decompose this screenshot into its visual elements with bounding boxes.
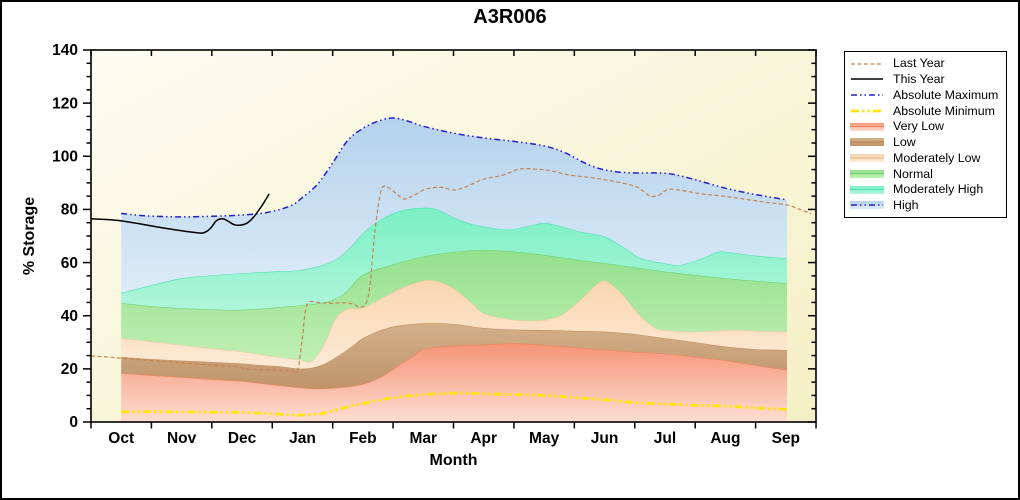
legend-box: Last Year This Year Absolute Maximum Absolu… [844,51,1007,218]
y-axis-labels: 0 20 40 60 80 100 120 140 [52,42,78,431]
legend-swatch-moderately-high [850,184,884,196]
month-label: Mar [410,430,438,447]
legend-swatch-very-low [850,121,884,133]
legend-label: High [893,198,919,213]
legend-label: Normal [893,166,933,181]
legend-swatch-high [850,199,884,211]
legend-label: Absolute Maximum [893,87,999,102]
legend-item: Absolute Minimum [850,103,1004,118]
month-label: Dec [228,430,257,447]
series-lines [90,117,812,417]
legend-label: Moderately High [893,182,984,197]
x-axis-labels: Oct Nov Dec Jan Feb Mar Apr May Jun Jul Aug Sep [108,430,800,447]
legend-item: Moderately Low [850,150,1004,165]
legend-label: Very Low [893,119,944,134]
legend-swatch-moderately-low [850,152,884,164]
legend-item: Very Low [850,119,1004,134]
legend-label: This Year [893,72,945,87]
y-tick-label: 60 [61,255,78,272]
legend-swatch-this-year [850,73,884,85]
legend-item: Last Year [850,56,1004,71]
month-label: Feb [349,430,377,447]
band-moderately-high [121,207,788,310]
legend-item: Absolute Maximum [850,87,1004,102]
month-label: Sep [772,430,800,447]
y-tick-label: 20 [61,361,78,378]
legend-item: Normal [850,166,1004,181]
y-axis-ticks [83,49,816,423]
legend-item: This Year [850,72,1004,87]
legend-item: Moderately High [850,182,1004,197]
y-tick-label: 0 [69,414,78,431]
line-absolute-minimum [121,391,788,417]
band-moderately-low [121,280,788,369]
month-label: Nov [167,430,197,447]
x-axis-ticks [90,50,817,429]
y-tick-label: 80 [61,202,78,219]
band-low [121,323,788,389]
line-absolute-maximum [121,117,788,218]
month-label: Apr [470,430,497,447]
legend-swatch-last-year [850,58,884,70]
line-this-year [90,193,270,234]
x-axis-title: Month [429,452,478,469]
legend-item: Low [850,135,1004,150]
legend-label: Last Year [893,56,945,71]
month-label: Oct [108,430,134,447]
legend-swatch-absolute-minimum [850,105,884,117]
band-normal [121,249,788,363]
legend-swatch-low [850,136,884,148]
y-tick-label: 40 [61,308,78,325]
chart-title: A3R006 [473,6,547,28]
percentile-bands [121,118,788,422]
band-high [121,118,788,294]
legend-label: Moderately Low [893,150,981,165]
y-tick-label: 120 [52,95,78,112]
legend-label: Absolute Minimum [893,103,995,118]
month-label: May [529,430,560,447]
line-last-year [90,168,812,374]
month-label: Jan [289,430,316,447]
month-label: Jun [591,430,619,447]
legend-label: Low [893,135,916,150]
month-label: Jul [654,430,676,447]
legend-swatch-normal [850,168,884,180]
legend-swatch-absolute-maximum [850,89,884,101]
y-tick-label: 140 [52,42,78,59]
legend-item: High [850,198,1004,213]
month-label: Aug [710,430,740,447]
y-tick-label: 100 [52,148,78,165]
